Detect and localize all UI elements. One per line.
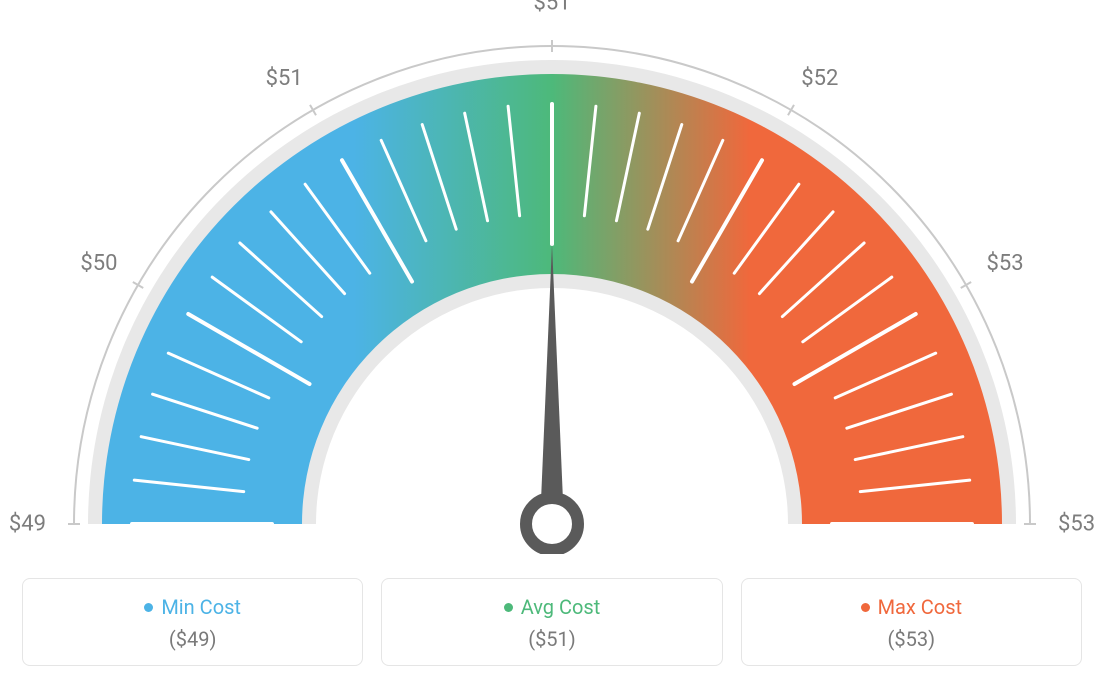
legend-card-max: Max Cost ($53) <box>741 578 1082 666</box>
gauge-scale-label: $53 <box>1058 512 1095 537</box>
legend-value-avg: ($51) <box>528 627 576 651</box>
cost-gauge: $49$50$51$51$52$53$53 <box>22 24 1082 554</box>
legend-card-avg: Avg Cost ($51) <box>381 578 722 666</box>
legend-card-min: Min Cost ($49) <box>22 578 363 666</box>
legend-value-max: ($53) <box>888 627 936 651</box>
legend-title-avg: Avg Cost <box>504 595 601 619</box>
legend-value-min: ($49) <box>169 627 217 651</box>
legend-row: Min Cost ($49) Avg Cost ($51) Max Cost (… <box>22 578 1082 666</box>
legend-label-min: Min Cost <box>161 595 241 619</box>
gauge-svg <box>22 24 1082 554</box>
legend-dot-min <box>144 603 153 612</box>
gauge-scale-label: $50 <box>80 251 117 276</box>
gauge-scale-label: $49 <box>9 512 46 537</box>
legend-dot-avg <box>504 603 513 612</box>
gauge-scale-label: $53 <box>986 251 1023 276</box>
legend-title-min: Min Cost <box>144 595 241 619</box>
legend-title-max: Max Cost <box>861 595 963 619</box>
gauge-scale-label: $52 <box>801 66 838 91</box>
gauge-scale-label: $51 <box>266 66 303 91</box>
gauge-scale-label: $51 <box>533 0 570 16</box>
legend-label-max: Max Cost <box>878 595 963 619</box>
legend-dot-max <box>861 603 870 612</box>
legend-label-avg: Avg Cost <box>521 595 601 619</box>
